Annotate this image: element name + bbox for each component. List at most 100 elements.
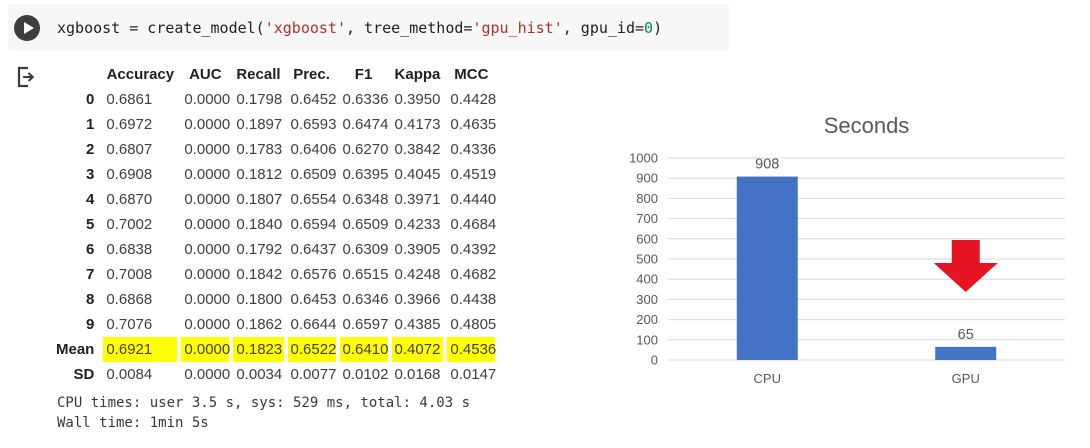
metric-cell: 0.7008 [106, 266, 153, 283]
metric-cell: 0.4682 [450, 266, 497, 283]
metric-cell: 0.6515 [342, 266, 389, 283]
cell-output-indicator-icon [15, 65, 38, 95]
bar-value-label: 65 [958, 327, 974, 343]
column-header: AUC [189, 66, 222, 83]
metric-cell: 0.0000 [184, 141, 231, 158]
metric-cell: 0.3971 [394, 191, 441, 208]
bar-cpu [736, 176, 798, 360]
metric-cell: 0.0000 [184, 216, 231, 233]
y-tick-label: 400 [636, 272, 658, 287]
metric-cell: 0.3905 [394, 241, 441, 258]
row-index-label: 6 [86, 241, 95, 258]
metric-cell: 0.0000 [184, 291, 231, 308]
table-row: 1 0.6972 0.0000 0.1897 0.6593 0.6474 0.4173 0.4… [56, 112, 497, 137]
metric-cell: 0.6908 [106, 166, 153, 183]
metric-cell: 0.1897 [236, 116, 283, 133]
y-tick-label: 0 [651, 353, 658, 368]
metric-cell: 0.6509 [290, 166, 337, 183]
y-tick-label: 600 [636, 231, 658, 246]
y-tick-label: 800 [636, 191, 658, 206]
row-index-label: 1 [86, 116, 95, 133]
y-tick-label: 900 [636, 171, 658, 186]
metric-cell: 0.0077 [290, 366, 337, 383]
metric-cell: 0.6644 [290, 316, 337, 333]
y-tick-label: 200 [636, 312, 658, 327]
metric-cell: 0.6509 [342, 216, 389, 233]
metric-cell: 0.4173 [394, 116, 441, 133]
table-row: 2 0.6807 0.0000 0.1783 0.6406 0.6270 0.3842 0.4… [56, 137, 497, 162]
table-row: SD 0.0084 0.0000 0.0034 0.0077 0.0102 0.0168 0.… [56, 362, 497, 387]
cpu-times-text: CPU times: user 3.5 s, sys: 529 ms, tota… [57, 395, 471, 411]
metric-cell: 0.7002 [106, 216, 153, 233]
metric-cell: 0.4045 [394, 166, 441, 183]
metric-cell: 0.0000 [184, 91, 231, 108]
y-tick-label: 100 [636, 332, 658, 347]
metric-cell: 0.0000 [184, 191, 231, 208]
row-index-label: Mean [56, 341, 95, 358]
table-row: 9 0.7076 0.0000 0.1862 0.6644 0.6597 0.4385 0.4… [56, 312, 497, 337]
metric-cell: 0.0084 [106, 366, 153, 383]
row-index-label: SD [73, 366, 95, 383]
metric-cell: 0.4440 [450, 191, 497, 208]
metric-cell: 0.6452 [290, 91, 337, 108]
metric-cell: 0.4519 [450, 166, 497, 183]
row-index-label: 4 [86, 191, 95, 208]
metric-cell: 0.6554 [290, 191, 337, 208]
metric-cell: 0.0147 [450, 366, 497, 383]
metric-cell: 0.6346 [342, 291, 389, 308]
metric-cell: 0.4805 [450, 316, 497, 333]
code-editor-line[interactable]: xgboost = create_model('xgboost', tree_m… [57, 19, 662, 37]
metrics-table-header-row: Accuracy AUC Recall Prec. F1 Kappa MCC [56, 62, 497, 87]
metric-cell: 0.6807 [106, 141, 153, 158]
metric-cell: 0.6474 [342, 116, 389, 133]
code-cell: xgboost = create_model('xgboost', tree_m… [8, 4, 729, 51]
metric-cell: 0.3950 [394, 91, 441, 108]
metric-cell: 0.4248 [394, 266, 441, 283]
metric-cell: 0.6861 [106, 91, 153, 108]
metric-cell-highlighted: 0.0000 [179, 337, 232, 362]
metric-cell: 0.6594 [290, 216, 337, 233]
seconds-bar-chart: Seconds 0 100 200 300 400 500 600 700 800 900 1000… [610, 103, 1088, 403]
row-index-label: 9 [86, 316, 95, 333]
table-row: 0 0.6861 0.0000 0.1798 0.6452 0.6336 0.3950 0.4… [56, 87, 497, 112]
column-header: Recall [236, 66, 281, 83]
table-row: 6 0.6838 0.0000 0.1792 0.6437 0.6309 0.3905 0.4… [56, 237, 497, 262]
metric-cell: 0.0000 [184, 316, 231, 333]
metric-cell: 0.6870 [106, 191, 153, 208]
metric-cell: 0.1800 [236, 291, 283, 308]
run-cell-button[interactable] [14, 14, 40, 41]
row-index-label: 8 [86, 291, 95, 308]
code-token: xgboost = create_model( [57, 18, 265, 37]
chart-plot-area: 0 100 200 300 400 500 600 700 800 900 1000 908 CPU 65… [629, 151, 1065, 386]
table-row: 4 0.6870 0.0000 0.1807 0.6554 0.6348 0.3971 0.4… [56, 187, 497, 212]
metric-cell: 0.0168 [394, 366, 441, 383]
y-tick-label: 1000 [629, 151, 658, 166]
metrics-table: Accuracy AUC Recall Prec. F1 Kappa MCC 0 0.6861… [56, 62, 498, 387]
metric-cell: 0.3842 [394, 141, 441, 158]
row-index-label: 0 [86, 91, 95, 108]
table-row: 7 0.7008 0.0000 0.1842 0.6576 0.6515 0.4248 0.4… [56, 262, 497, 287]
metric-cell: 0.4635 [450, 116, 497, 133]
metric-cell: 0.7076 [106, 316, 153, 333]
metric-cell: 0.1842 [236, 266, 283, 283]
metric-cell: 0.6597 [342, 316, 389, 333]
metric-cell: 0.6972 [106, 116, 153, 133]
metric-cell: 0.4233 [394, 216, 441, 233]
metric-cell-highlighted: 0.4536 [445, 337, 498, 362]
metric-cell-highlighted: 0.6522 [285, 337, 338, 362]
metric-cell: 0.0034 [236, 366, 283, 383]
category-label: CPU [754, 371, 781, 386]
metric-cell-highlighted: 0.4072 [389, 337, 446, 362]
metric-cell: 0.4385 [394, 316, 441, 333]
metric-cell-highlighted: 0.1823 [231, 337, 286, 362]
metric-cell: 0.0102 [342, 366, 389, 383]
metric-cell: 0.1792 [236, 241, 283, 258]
metric-cell: 0.1840 [236, 216, 283, 233]
y-tick-label: 700 [636, 211, 658, 226]
metric-cell: 0.4438 [450, 291, 497, 308]
bar-gpu [935, 346, 997, 360]
metric-cell: 0.4684 [450, 216, 497, 233]
code-token: , tree_method= [346, 18, 473, 37]
play-icon [23, 21, 34, 34]
